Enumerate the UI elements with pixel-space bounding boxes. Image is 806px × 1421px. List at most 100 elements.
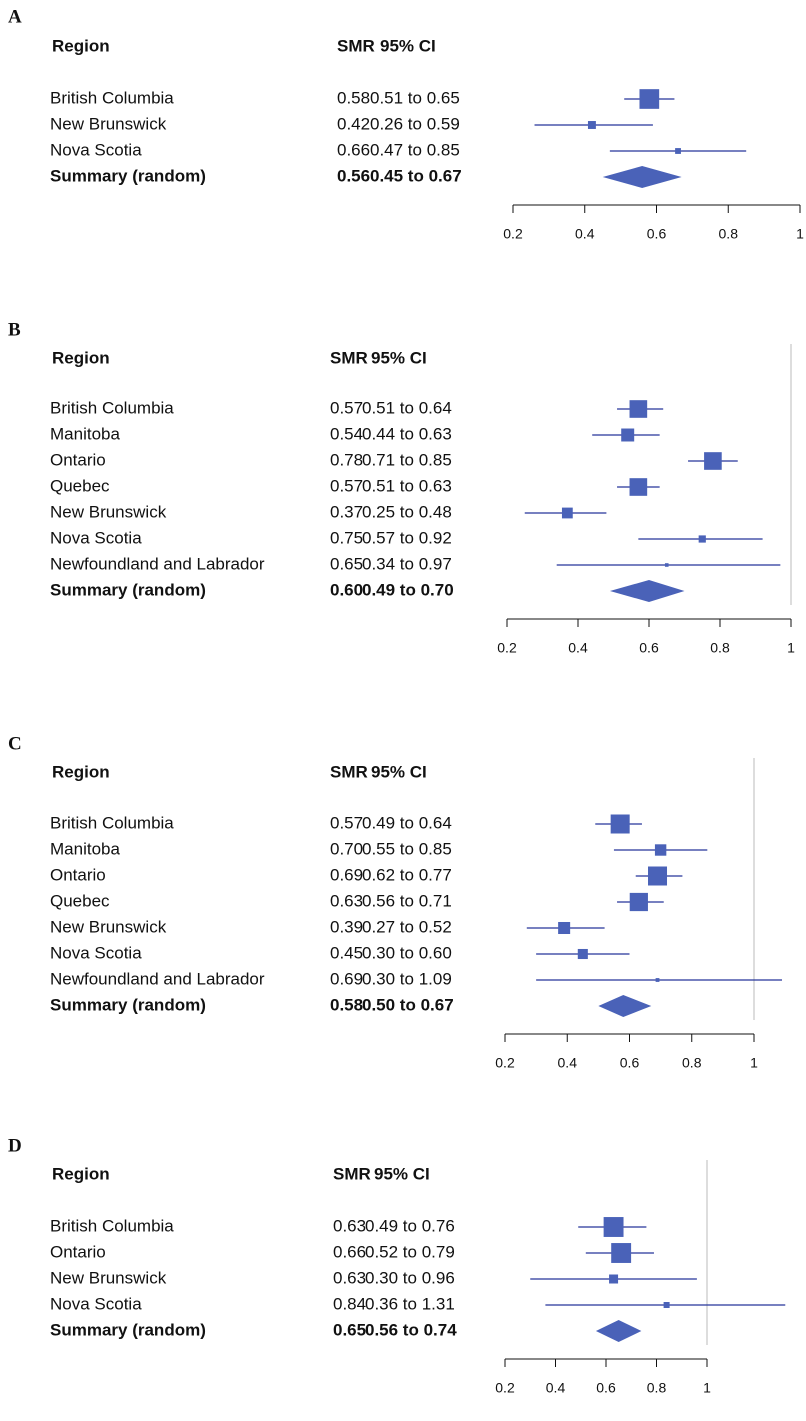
summary-diamond bbox=[602, 166, 682, 188]
region-label: Quebec bbox=[50, 891, 110, 910]
estimate-box bbox=[639, 89, 660, 109]
estimate-box bbox=[663, 1302, 670, 1308]
summary-diamond bbox=[609, 580, 685, 602]
x-tick-label: 0.2 bbox=[495, 1380, 515, 1396]
ci-label: 0.47 to 0.85 bbox=[370, 140, 460, 159]
smr-label: 0.57 bbox=[330, 476, 363, 495]
estimate-box bbox=[655, 978, 660, 982]
column-header: 95% CI bbox=[371, 762, 427, 781]
ci-label: 0.44 to 0.63 bbox=[362, 424, 452, 443]
smr-label: 0.63 bbox=[333, 1216, 366, 1235]
smr-label: 0.66 bbox=[333, 1242, 366, 1261]
smr-label: 0.58 bbox=[337, 88, 370, 107]
ci-label: 0.57 to 0.92 bbox=[362, 528, 452, 547]
summary-ci: 0.56 to 0.74 bbox=[365, 1320, 457, 1339]
x-tick-label: 1 bbox=[750, 1055, 758, 1071]
estimate-box bbox=[648, 866, 668, 886]
region-label: British Columbia bbox=[50, 1216, 174, 1235]
smr-label: 0.78 bbox=[330, 450, 363, 469]
panel-label: A bbox=[8, 6, 22, 27]
ci-label: 0.71 to 0.85 bbox=[362, 450, 452, 469]
summary-smr: 0.56 bbox=[337, 166, 370, 185]
smr-label: 0.65 bbox=[330, 554, 363, 573]
smr-label: 0.84 bbox=[333, 1294, 366, 1313]
ci-label: 0.49 to 0.64 bbox=[362, 813, 452, 832]
column-header: Region bbox=[52, 762, 110, 781]
estimate-box bbox=[587, 121, 596, 129]
region-label: British Columbia bbox=[50, 88, 174, 107]
ci-label: 0.26 to 0.59 bbox=[370, 114, 460, 133]
estimate-box bbox=[698, 535, 706, 543]
x-tick-label: 0.6 bbox=[596, 1380, 616, 1396]
region-label: New Brunswick bbox=[50, 114, 167, 133]
region-label: British Columbia bbox=[50, 813, 174, 832]
estimate-box bbox=[610, 814, 630, 834]
region-label: Newfoundland and Labrador bbox=[50, 969, 265, 988]
estimate-box bbox=[603, 1217, 624, 1237]
x-tick-label: 0.2 bbox=[497, 640, 517, 656]
region-label: Manitoba bbox=[50, 424, 120, 443]
x-tick-label: 0.6 bbox=[647, 226, 667, 242]
smr-label: 0.66 bbox=[337, 140, 370, 159]
ci-label: 0.30 to 0.96 bbox=[365, 1268, 455, 1287]
smr-label: 0.63 bbox=[333, 1268, 366, 1287]
column-header: SMR bbox=[330, 348, 368, 367]
summary-smr: 0.65 bbox=[333, 1320, 366, 1339]
summary-label: Summary (random) bbox=[50, 166, 206, 185]
summary-diamond bbox=[595, 1320, 642, 1342]
estimate-box bbox=[561, 507, 573, 519]
estimate-box bbox=[704, 452, 722, 470]
summary-label: Summary (random) bbox=[50, 1320, 206, 1339]
column-header: Region bbox=[52, 36, 110, 55]
smr-label: 0.37 bbox=[330, 502, 363, 521]
summary-label: Summary (random) bbox=[50, 580, 206, 599]
estimate-box bbox=[621, 428, 635, 442]
ci-label: 0.27 to 0.52 bbox=[362, 917, 452, 936]
estimate-box bbox=[577, 948, 588, 960]
ci-label: 0.25 to 0.48 bbox=[362, 502, 452, 521]
region-label: British Columbia bbox=[50, 398, 174, 417]
region-label: Ontario bbox=[50, 865, 106, 884]
region-label: Newfoundland and Labrador bbox=[50, 554, 265, 573]
region-label: Nova Scotia bbox=[50, 1294, 142, 1313]
smr-label: 0.69 bbox=[330, 969, 363, 988]
x-tick-label: 0.6 bbox=[639, 640, 659, 656]
smr-label: 0.57 bbox=[330, 398, 363, 417]
summary-ci: 0.50 to 0.67 bbox=[362, 995, 454, 1014]
estimate-box bbox=[654, 844, 667, 856]
region-label: Ontario bbox=[50, 1242, 106, 1261]
smr-label: 0.69 bbox=[330, 865, 363, 884]
ci-label: 0.30 to 1.09 bbox=[362, 969, 452, 988]
panel-label: B bbox=[8, 319, 21, 340]
region-label: Quebec bbox=[50, 476, 110, 495]
region-label: Ontario bbox=[50, 450, 106, 469]
estimate-box bbox=[629, 478, 648, 496]
ci-label: 0.62 to 0.77 bbox=[362, 865, 452, 884]
region-label: Manitoba bbox=[50, 839, 120, 858]
region-label: New Brunswick bbox=[50, 502, 167, 521]
smr-label: 0.42 bbox=[337, 114, 370, 133]
column-header: SMR bbox=[330, 762, 368, 781]
estimate-box bbox=[611, 1243, 632, 1263]
summary-smr: 0.60 bbox=[330, 580, 363, 599]
x-tick-label: 0.4 bbox=[575, 226, 595, 242]
region-label: New Brunswick bbox=[50, 1268, 167, 1287]
smr-label: 0.63 bbox=[330, 891, 363, 910]
x-tick-label: 0.8 bbox=[719, 226, 739, 242]
smr-label: 0.45 bbox=[330, 943, 363, 962]
x-tick-label: 1 bbox=[787, 640, 795, 656]
ci-label: 0.34 to 0.97 bbox=[362, 554, 452, 573]
estimate-box bbox=[609, 1274, 619, 1284]
ci-label: 0.56 to 0.71 bbox=[362, 891, 452, 910]
x-tick-label: 0.8 bbox=[647, 1380, 667, 1396]
column-header: SMR bbox=[333, 1164, 371, 1183]
region-label: New Brunswick bbox=[50, 917, 167, 936]
column-header: 95% CI bbox=[371, 348, 427, 367]
panel-label: C bbox=[8, 733, 22, 754]
smr-label: 0.57 bbox=[330, 813, 363, 832]
smr-label: 0.75 bbox=[330, 528, 363, 547]
smr-label: 0.54 bbox=[330, 424, 363, 443]
estimate-box bbox=[629, 892, 648, 912]
ci-label: 0.51 to 0.65 bbox=[370, 88, 460, 107]
